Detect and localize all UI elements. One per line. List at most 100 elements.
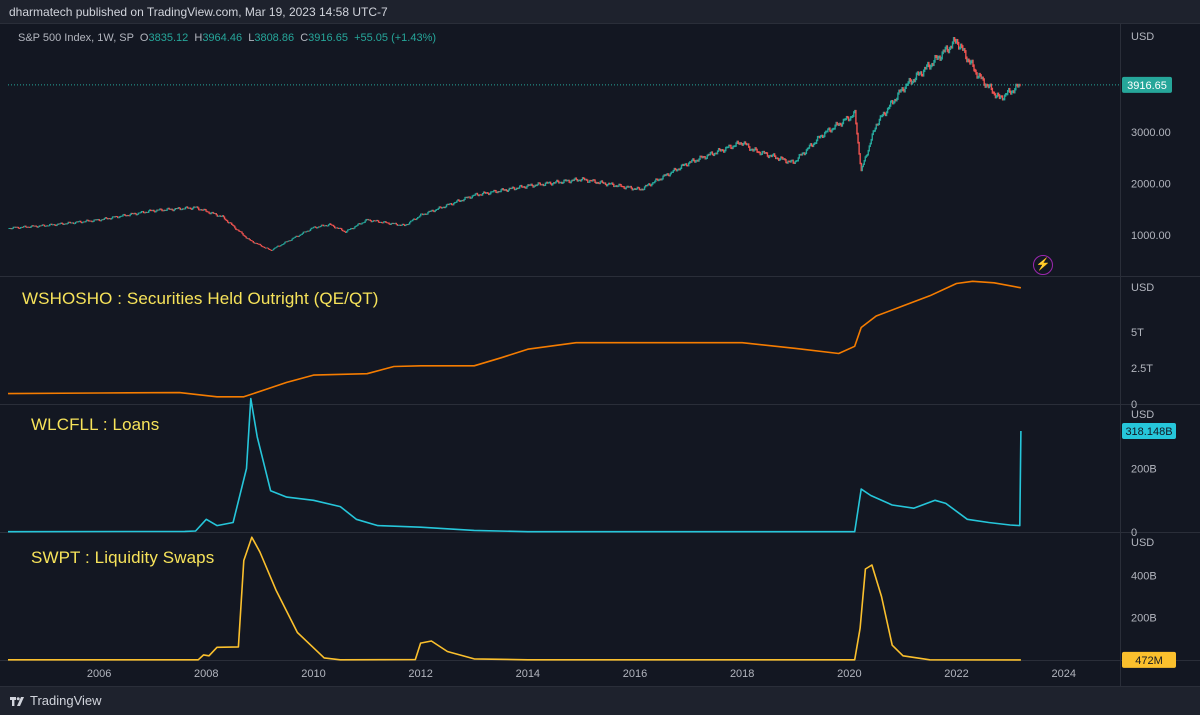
- tradingview-brand[interactable]: TradingView: [10, 693, 102, 708]
- price-candle: [34, 225, 36, 227]
- price-candle: [829, 127, 831, 132]
- price-candle: [647, 183, 650, 186]
- price-candle: [41, 224, 44, 226]
- price-candle: [679, 167, 682, 171]
- price-candle: [255, 242, 258, 244]
- ohlc-low: 3808.86: [254, 32, 295, 44]
- bolt-icon[interactable]: ⚡: [1033, 255, 1053, 275]
- price-candle: [39, 225, 42, 227]
- price-candle: [402, 223, 405, 226]
- price-candle: [405, 224, 408, 226]
- price-candle: [64, 223, 66, 225]
- price-candle: [564, 179, 566, 181]
- price-candle: [985, 83, 987, 88]
- price-candle: [450, 203, 453, 206]
- price-candle: [113, 216, 116, 218]
- price-candle: [660, 178, 662, 181]
- price-candle: [994, 93, 997, 99]
- price-candle: [336, 227, 339, 229]
- price-candle: [56, 224, 58, 227]
- price-candle: [258, 243, 261, 245]
- price-candle: [10, 227, 12, 230]
- price-candle: [546, 181, 549, 184]
- price-candle: [719, 148, 722, 152]
- price-candle: [179, 207, 182, 211]
- price-candle: [133, 212, 135, 215]
- price-candle: [42, 224, 45, 226]
- price-candle: [997, 92, 1000, 97]
- price-candle: [411, 220, 413, 222]
- price-candle: [92, 221, 94, 223]
- price-candle: [725, 146, 727, 152]
- price-candle: [231, 222, 233, 225]
- price-candle: [266, 247, 269, 249]
- price-candle: [759, 151, 761, 156]
- price-candle: [857, 132, 859, 144]
- price-candle: [145, 211, 148, 213]
- price-candle: [364, 220, 366, 223]
- price-candle: [773, 153, 776, 157]
- price-candle: [419, 215, 421, 218]
- price-candle: [76, 221, 79, 223]
- y-tick-label: 200B: [1131, 464, 1157, 476]
- price-candle: [950, 45, 953, 49]
- price-candle: [861, 165, 863, 172]
- price-candle: [102, 219, 105, 221]
- price-candle: [812, 143, 815, 148]
- price-candle: [303, 231, 306, 233]
- price-candle: [977, 75, 979, 79]
- price-candle: [278, 245, 280, 247]
- price-candle: [658, 179, 660, 182]
- price-candle: [771, 154, 774, 158]
- price-candle: [185, 206, 188, 208]
- price-candle: [576, 178, 579, 182]
- price-candle: [887, 106, 890, 110]
- y-axis-unit: USD: [1131, 31, 1154, 43]
- price-candle: [693, 158, 695, 162]
- price-candle: [290, 240, 292, 242]
- price-candle: [15, 226, 18, 228]
- symbol-legend[interactable]: S&P 500 Index, 1W, SP O3835.12 H3964.46 …: [18, 32, 436, 44]
- price-candle: [705, 157, 707, 160]
- price-candle: [889, 100, 892, 107]
- price-candle: [122, 214, 124, 217]
- price-candle: [192, 206, 195, 209]
- price-candle: [51, 223, 53, 226]
- price-candle: [385, 221, 387, 223]
- price-candle: [397, 224, 400, 226]
- price-candle: [433, 210, 435, 213]
- price-candle: [119, 216, 121, 219]
- price-candle: [91, 220, 93, 223]
- price-candle: [143, 212, 146, 214]
- price-candle: [362, 222, 364, 224]
- price-candle: [80, 221, 83, 224]
- price-candle: [947, 48, 950, 54]
- price-candle: [271, 249, 273, 251]
- pane-title-swpt: SWPT : Liquidity Swaps: [31, 548, 215, 567]
- price-candle: [508, 187, 511, 191]
- price-candle: [989, 83, 992, 87]
- last-value-label: 318.148B: [1125, 426, 1172, 438]
- price-candle: [918, 72, 921, 76]
- price-candle: [592, 179, 594, 182]
- price-candle: [232, 224, 234, 226]
- x-tick-label: 2014: [516, 668, 540, 680]
- price-candle: [276, 246, 278, 248]
- price-candle: [279, 245, 281, 247]
- price-candle: [558, 180, 560, 184]
- price-candle: [875, 123, 877, 130]
- price-candle: [828, 127, 830, 131]
- price-candle: [479, 194, 482, 196]
- price-candle: [159, 208, 161, 211]
- price-candle: [267, 248, 270, 250]
- price-candle: [899, 89, 901, 93]
- price-candle: [20, 226, 23, 228]
- price-candle: [205, 209, 207, 212]
- price-candle: [776, 157, 778, 160]
- price-candle: [974, 68, 976, 73]
- price-candle: [486, 192, 488, 194]
- price-candle: [63, 223, 65, 225]
- price-candle: [778, 157, 780, 162]
- price-candle: [860, 162, 862, 172]
